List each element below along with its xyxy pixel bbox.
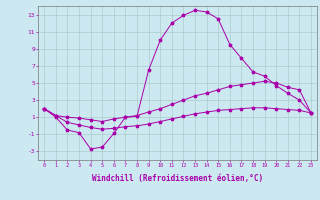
X-axis label: Windchill (Refroidissement éolien,°C): Windchill (Refroidissement éolien,°C) bbox=[92, 174, 263, 183]
